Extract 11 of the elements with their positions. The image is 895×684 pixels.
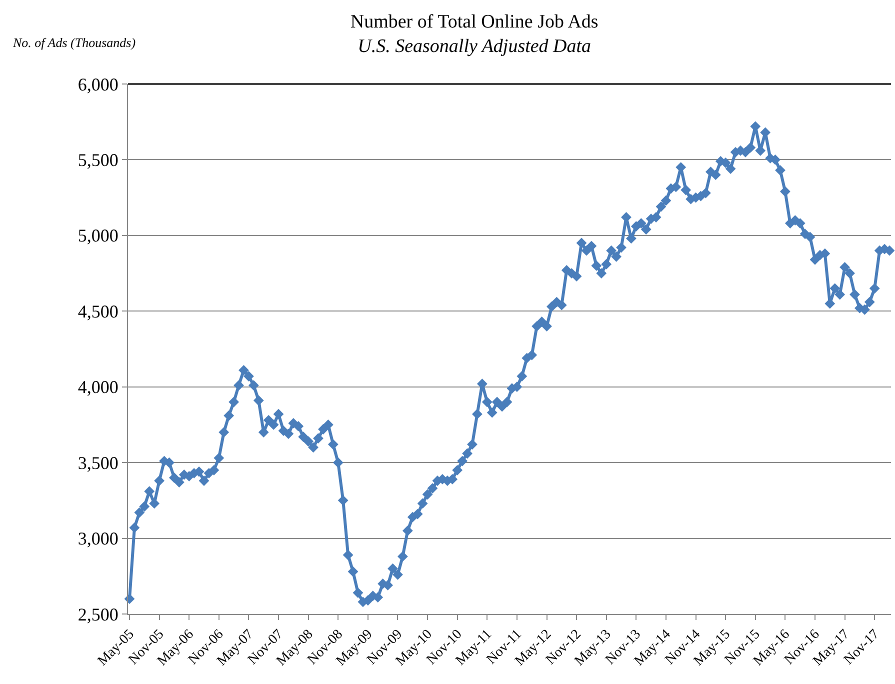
y-tick-label: 3,000 (78, 528, 118, 549)
y-tick-label: 5,500 (78, 150, 118, 170)
y-tick-label: 4,500 (78, 301, 118, 322)
chart-title: Number of Total Online Job Ads (350, 11, 598, 32)
y-tick-label: 2,500 (78, 604, 118, 624)
y-axis-title: No. of Ads (Thousands) (12, 35, 136, 50)
y-tick-label: 4,000 (78, 377, 118, 398)
y-tick-label: 6,000 (78, 74, 118, 94)
y-tick-label: 5,000 (78, 226, 118, 246)
y-tick-label: 3,500 (78, 452, 118, 473)
chart-subtitle: U.S. Seasonally Adjusted Data (358, 36, 592, 58)
